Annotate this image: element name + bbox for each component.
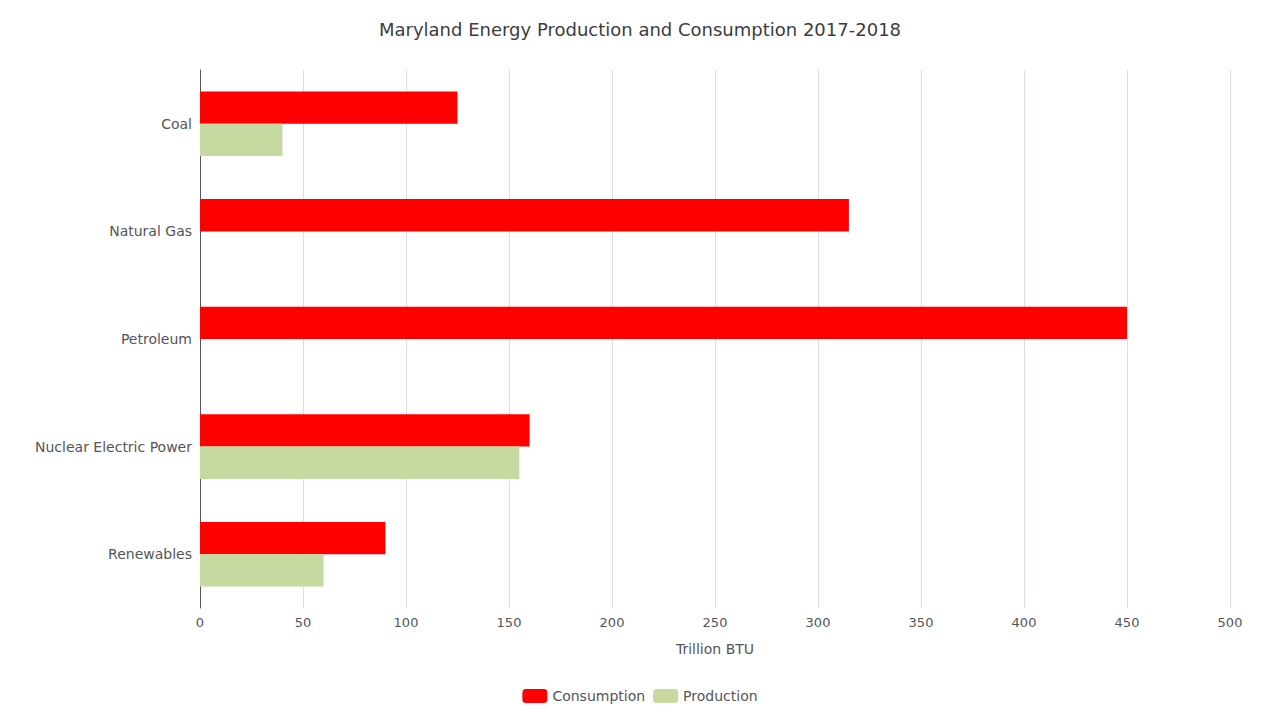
svg-text:Petroleum: Petroleum bbox=[121, 331, 192, 347]
svg-text:200: 200 bbox=[600, 615, 625, 630]
svg-text:Renewables: Renewables bbox=[108, 546, 192, 562]
svg-text:350: 350 bbox=[909, 615, 934, 630]
svg-text:100: 100 bbox=[394, 615, 419, 630]
svg-text:Maryland Energy Production and: Maryland Energy Production and Consumpti… bbox=[379, 19, 901, 40]
svg-text:Trillion BTU: Trillion BTU bbox=[675, 641, 754, 657]
svg-text:Natural Gas: Natural Gas bbox=[109, 223, 192, 239]
svg-text:150: 150 bbox=[497, 615, 522, 630]
svg-text:500: 500 bbox=[1218, 615, 1243, 630]
svg-text:450: 450 bbox=[1115, 615, 1140, 630]
svg-text:Production: Production bbox=[683, 688, 757, 704]
svg-text:400: 400 bbox=[1012, 615, 1037, 630]
svg-text:Nuclear Electric Power: Nuclear Electric Power bbox=[35, 439, 192, 455]
svg-text:Coal: Coal bbox=[161, 116, 192, 132]
svg-text:250: 250 bbox=[703, 615, 728, 630]
svg-text:0: 0 bbox=[196, 615, 204, 630]
svg-text:Consumption: Consumption bbox=[552, 688, 645, 704]
svg-text:50: 50 bbox=[295, 615, 312, 630]
svg-text:300: 300 bbox=[806, 615, 831, 630]
